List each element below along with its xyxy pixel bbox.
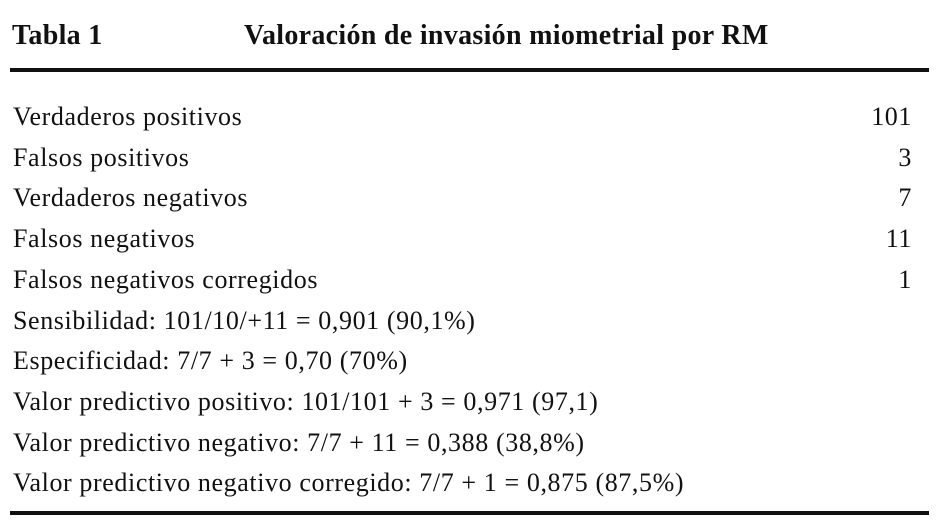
note-line: Valor predictivo negativo: 7/7 + 11 = 0,… (13, 427, 585, 457)
row-value: 7 (898, 183, 912, 213)
table-row: Verdaderos negativos 7 (13, 178, 912, 218)
table-row: Verdaderos positivos 101 (13, 97, 912, 137)
row-value: 3 (898, 142, 912, 172)
row-value: 101 (871, 102, 912, 131)
note-line: Especificidad: 7/7 + 3 = 0,70 (70%) (13, 346, 408, 376)
row-label: Falsos positivos (13, 142, 190, 172)
row-label: Falsos negativos corregidos (13, 264, 319, 294)
table-row: Falsos negativos 11 (13, 219, 912, 259)
row-value: 11 (885, 224, 912, 254)
table-label: Tabla 1 (12, 20, 103, 51)
row-label: Falsos negativos (13, 224, 196, 254)
note-line: Sensibilidad: 101/10/+11 = 0,901 (90,1%) (13, 305, 476, 335)
table-row: Falsos positivos 3 (13, 138, 912, 178)
note-line: Valor predictivo negativo corregido: 7/7… (13, 468, 685, 498)
row-label: Verdaderos negativos (13, 183, 249, 213)
bottom-rule (10, 511, 929, 515)
table-row: Falsos negativos corregidos 1 (13, 260, 912, 300)
table-title: Valoración de invasión miometrial por RM (244, 20, 769, 51)
row-label: Verdaderos positivos (13, 102, 243, 131)
row-value: 1 (898, 264, 912, 294)
top-rule (10, 68, 929, 72)
note-line: Valor predictivo positivo: 101/101 + 3 =… (13, 386, 599, 416)
